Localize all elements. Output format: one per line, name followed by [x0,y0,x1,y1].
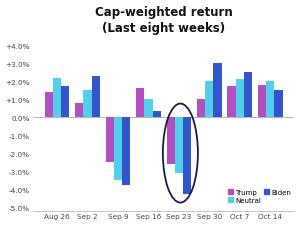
Bar [227,87,236,118]
Bar [53,78,61,118]
Bar [152,111,161,118]
Bar [136,89,144,118]
Bar [236,80,244,118]
Bar [197,100,205,118]
Bar [205,82,213,118]
Legend: Trump, Neutral, Biden: Trump, Neutral, Biden [226,186,294,205]
Bar [114,118,122,180]
Bar [61,87,69,118]
Bar [45,92,53,118]
Bar [83,91,92,118]
Bar [244,73,252,118]
Bar [175,118,183,173]
Bar [183,118,191,195]
Bar [266,82,274,118]
Bar [167,118,175,164]
Bar [75,103,83,118]
Bar [106,118,114,162]
Bar [258,85,266,118]
Bar [92,76,100,118]
Bar [274,91,283,118]
Bar [144,100,152,118]
Bar [122,118,130,186]
Title: Cap-weighted return
(Last eight weeks): Cap-weighted return (Last eight weeks) [95,6,232,34]
Bar [213,64,222,118]
